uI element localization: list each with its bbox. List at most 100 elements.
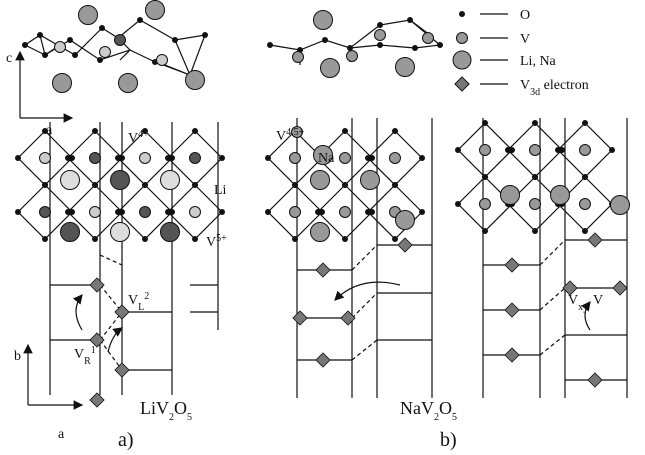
oxygen [377,22,383,28]
legend-label: Li, Na [520,54,557,69]
vanadium [347,51,358,62]
text-part: 4.5+ [286,127,305,138]
oxygen [315,209,321,215]
oxygen [532,228,538,234]
text-part: 1 [91,345,96,356]
electron [115,305,129,319]
oxygen [172,37,178,43]
alkali [111,223,130,242]
text-part: O [520,8,530,23]
oxygen [377,42,383,48]
formula: LiV2O5 [140,398,192,423]
legend-icon [455,77,469,91]
text-part: O [439,398,452,418]
oxygen [42,236,48,242]
oxygen [142,236,148,242]
oxygen [265,209,271,215]
oxygen [65,155,71,161]
oxygen [419,209,425,215]
oxygen [92,236,98,242]
text-part: L [138,302,144,313]
alkali [61,171,80,190]
bond [165,40,190,75]
electron [115,363,129,377]
oxygen [219,155,225,161]
bond [540,288,565,310]
text-part: NaV [400,398,434,418]
label: VR1 [74,345,96,367]
axis-label: c [6,51,12,66]
oxygen [342,236,348,242]
oxygen [115,209,121,215]
vanadium [115,35,126,46]
oxygen [482,120,488,126]
oxygen [392,236,398,242]
alkali [501,186,520,205]
text-part: V [74,347,84,362]
alkali [311,223,330,242]
oxygen [267,42,273,48]
text-part: V [520,78,530,93]
axis-label: a [58,427,65,442]
bond [540,240,565,265]
alkali [161,171,180,190]
alkali [79,6,98,25]
oxygen [22,42,28,48]
text-part: 5 [187,412,192,423]
vanadium [340,153,351,164]
text-part: V [206,235,216,250]
electron [316,263,330,277]
oxygen [322,37,328,43]
oxygen [407,17,413,23]
oxygen [15,155,21,161]
text-part: 3d [530,87,540,98]
arrow [108,328,122,352]
text-part: 4+ [138,129,149,140]
alkali [161,223,180,242]
oxygen [342,182,348,188]
alkali [186,71,205,90]
alkali [551,186,570,205]
oxygen [582,174,588,180]
vanadium [530,199,541,210]
alkali [314,11,333,30]
alkali [53,74,72,93]
oxygen [292,182,298,188]
oxygen [42,182,48,188]
electron [398,238,412,252]
oxygen [137,17,143,23]
oxygen [365,155,371,161]
vanadium [190,207,201,218]
electron [613,281,627,295]
vanadium [100,47,111,58]
bond [352,245,377,270]
bond [100,255,122,265]
oxygen [582,120,588,126]
vanadium [140,207,151,218]
text-part: V [276,129,286,144]
oxygen [192,128,198,134]
text-part: 5 [452,412,457,423]
oxygen [392,128,398,134]
electron [505,348,519,362]
vanadium [580,199,591,210]
vanadium [40,153,51,164]
caption: b) [440,429,457,451]
oxygen [292,236,298,242]
oxygen [505,147,511,153]
bond [540,335,565,355]
oxygen [65,209,71,215]
oxygen [42,52,48,58]
vanadium [293,52,304,63]
oxygen [219,209,225,215]
caption: a) [118,429,134,451]
vanadium [340,207,351,218]
axis-label: b [14,349,21,364]
vanadium [375,30,386,41]
vanadium [55,42,66,53]
vanadium [480,145,491,156]
label: Na [318,151,335,166]
text-part: R [84,356,91,367]
electron [90,278,104,292]
label: Li [214,183,227,198]
